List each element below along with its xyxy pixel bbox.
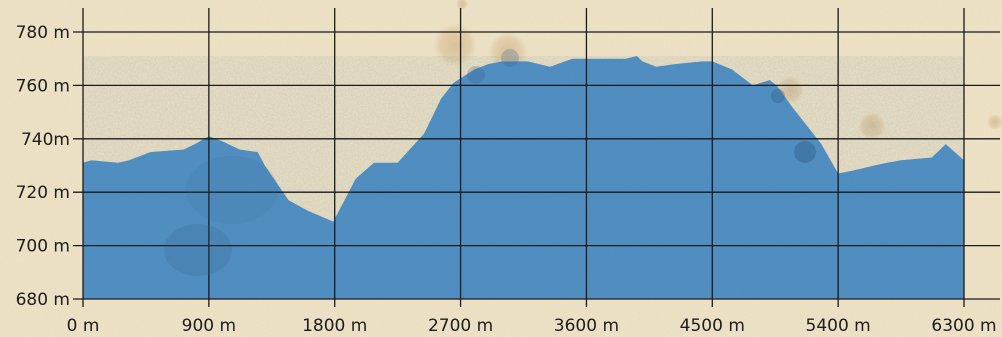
x-axis-ticks: 0 m 900 m 1800 m 2700 m 3600 m 4500 m 5400 m 63… <box>67 316 997 336</box>
area-shade <box>164 224 232 276</box>
elevation-area-layer <box>83 56 964 299</box>
x-tick-label: 3600 m <box>554 316 619 336</box>
x-tick-label: 5400 m <box>806 316 871 336</box>
paper-stains <box>433 0 1002 140</box>
coffee-stain <box>433 23 477 67</box>
area-shade <box>186 156 278 224</box>
y-tick-label: 700 m <box>16 237 70 257</box>
x-tick-label: 1800 m <box>302 316 367 336</box>
x-tick-label: 900 m <box>182 316 236 336</box>
x-tick-label: 4500 m <box>680 316 745 336</box>
y-tick-label: 780 m <box>16 23 70 43</box>
y-tick-label: 680 m <box>16 290 70 310</box>
coffee-stain <box>987 114 1002 130</box>
coffee-stain <box>858 112 886 140</box>
area-spot <box>794 141 816 163</box>
x-tick-label: 6300 m <box>931 316 996 336</box>
elevation-area-texture <box>83 56 964 299</box>
y-axis-ticks: 680 m 700 m 720 m 740m 760 m 780 m <box>16 23 70 310</box>
y-tick-label: 720 m <box>16 183 70 203</box>
coffee-stain <box>456 0 468 10</box>
area-texture-layer <box>164 49 816 276</box>
y-tick-label: 740m <box>21 130 70 150</box>
y-tick-label: 760 m <box>16 76 70 96</box>
area-spot <box>771 89 785 103</box>
area-spot <box>501 49 519 67</box>
area-spot <box>467 66 485 84</box>
x-tick-label: 0 m <box>67 316 100 336</box>
x-tick-label: 2700 m <box>428 316 493 336</box>
grid-layer <box>73 8 1000 307</box>
